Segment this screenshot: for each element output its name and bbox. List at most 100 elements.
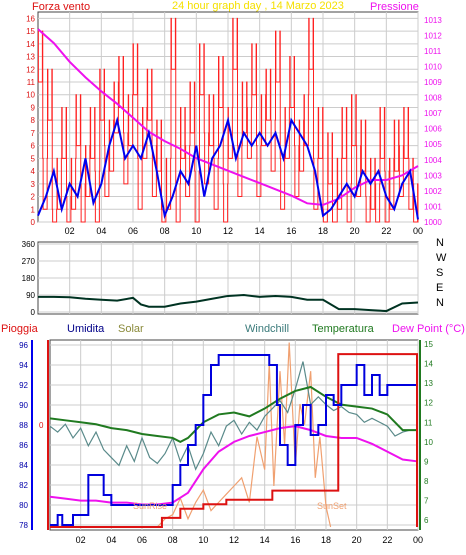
wind-direction-line — [38, 293, 419, 313]
pressure-tick-label: 1005 — [424, 140, 442, 149]
x-tick-label: 06 — [137, 535, 147, 545]
direction-letter: N — [436, 237, 444, 249]
wind-average-line — [37, 116, 419, 220]
x-tick-label: 06 — [128, 226, 138, 236]
wind-axis-title: Forza vento — [32, 1, 90, 13]
x-tick-label: 22 — [381, 226, 391, 236]
solar-line — [156, 342, 332, 528]
wind-tick-label: 16 — [26, 14, 35, 23]
wind-tick-label: 1 — [31, 205, 36, 214]
humidity-tick-label: 90 — [19, 401, 28, 410]
pressure-tick-label: 1011 — [424, 47, 442, 56]
humidity-tick-label: 92 — [19, 381, 28, 390]
humidity-tick-label: 88 — [19, 421, 28, 430]
rain-axis-zero: 0 — [39, 421, 44, 430]
pressure-tick-label: 1009 — [424, 78, 442, 87]
pressure-tick-label: 1013 — [424, 16, 442, 25]
temperature-tick-label: 8 — [424, 477, 429, 486]
x-tick-label: 22 — [382, 535, 392, 545]
x-tick-label: 10 — [191, 226, 201, 236]
pressure-tick-label: 1006 — [424, 125, 442, 134]
wind-speed-line — [37, 17, 419, 223]
chart-title: 24 hour graph day , 14 Marzo 2023 — [172, 0, 344, 12]
x-tick-label: 08 — [160, 226, 170, 236]
x-tick-label: 04 — [96, 226, 106, 236]
wind-tick-label: 8 — [31, 116, 36, 125]
sunrise-label: SunRise — [133, 501, 167, 511]
x-tick-label: 14 — [260, 535, 270, 545]
pressure-tick-label: 1000 — [424, 218, 442, 227]
direction-tick-label: 360 — [22, 240, 36, 249]
sunset-label: SunSet — [317, 501, 347, 511]
wind-tick-label: 3 — [31, 180, 36, 189]
direction-tick-label: 0 — [31, 308, 36, 317]
x-tick-label: 04 — [106, 535, 116, 545]
direction-tick-label: 180 — [22, 274, 36, 283]
direction-tick-label: 90 — [26, 291, 35, 300]
x-tick-label: 18 — [318, 226, 328, 236]
x-tick-label: 00 — [413, 535, 423, 545]
pressure-tick-label: 1007 — [424, 109, 442, 118]
humidity-tick-label: 96 — [19, 341, 28, 350]
wind-tick-label: 2 — [31, 193, 36, 202]
humidity-tick-label: 94 — [19, 361, 28, 370]
legend-solar: Solar — [118, 323, 144, 335]
x-tick-label: 20 — [352, 535, 362, 545]
wind-tick-label: 0 — [31, 218, 36, 227]
temperature-tick-label: 10 — [424, 438, 433, 447]
pressure-tick-label: 1002 — [424, 187, 442, 196]
direction-tick-label: 270 — [22, 257, 36, 266]
x-tick-label: 10 — [198, 535, 208, 545]
legend-temperatura: Temperatura — [312, 323, 375, 335]
pressure-tick-label: 1010 — [424, 62, 442, 71]
temperature-tick-label: 14 — [424, 360, 433, 369]
temperature-tick-label: 15 — [424, 340, 433, 349]
x-tick-label: 12 — [229, 535, 239, 545]
x-tick-label: 02 — [76, 535, 86, 545]
x-tick-label: 16 — [290, 535, 300, 545]
pressure-line — [37, 28, 419, 206]
pressure-tick-label: 1004 — [424, 156, 442, 165]
direction-letter: N — [436, 297, 444, 309]
direction-letter: S — [436, 267, 443, 279]
temperature-tick-label: 13 — [424, 379, 433, 388]
x-tick-label: 16 — [286, 226, 296, 236]
wind-tick-label: 9 — [31, 103, 36, 112]
pressure-tick-label: 1001 — [424, 202, 442, 211]
legend-pioggia: Pioggia — [1, 323, 39, 335]
direction-letter: E — [436, 282, 443, 294]
wind-tick-label: 12 — [26, 65, 35, 74]
x-tick-label: 00 — [413, 226, 423, 236]
x-tick-label: 08 — [168, 535, 178, 545]
temperature-tick-label: 9 — [424, 457, 429, 466]
wind-tick-label: 14 — [26, 40, 35, 49]
wind-tick-label: 7 — [31, 129, 36, 138]
humidity-tick-label: 80 — [19, 501, 28, 510]
pressure-tick-label: 1008 — [424, 94, 442, 103]
temperature-tick-label: 7 — [424, 497, 429, 506]
rain-line — [50, 353, 418, 528]
humidity-tick-label: 86 — [19, 441, 28, 450]
wind-tick-label: 6 — [31, 142, 36, 151]
temperature-tick-label: 11 — [424, 418, 433, 427]
x-tick-label: 20 — [350, 226, 360, 236]
wind-tick-label: 15 — [26, 27, 35, 36]
humidity-tick-label: 78 — [19, 521, 28, 530]
temperature-tick-label: 6 — [424, 516, 429, 525]
legend-windchill: Windchill — [245, 323, 289, 335]
temperature-line — [49, 385, 418, 443]
temperature-tick-label: 12 — [424, 399, 433, 408]
wind-tick-label: 10 — [26, 91, 35, 100]
wind-tick-label: 11 — [27, 78, 36, 87]
humidity-tick-label: 84 — [19, 461, 28, 470]
x-tick-label: 18 — [321, 535, 331, 545]
windchill-line — [49, 361, 418, 471]
legend-dewpoint: Dew Point (°C) — [392, 323, 465, 335]
wind-tick-label: 4 — [31, 167, 36, 176]
pressure-tick-label: 1012 — [424, 31, 442, 40]
x-tick-label: 02 — [65, 226, 75, 236]
wind-tick-label: 5 — [31, 154, 36, 163]
wind-tick-label: 13 — [26, 53, 35, 62]
